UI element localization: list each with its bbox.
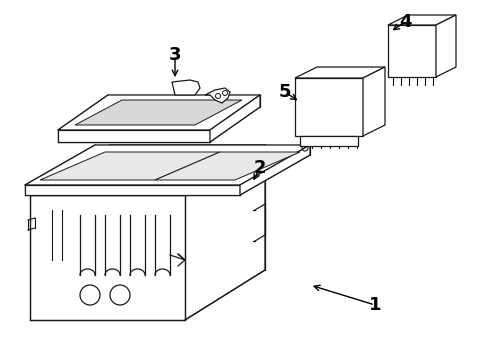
Polygon shape bbox=[295, 67, 385, 78]
Polygon shape bbox=[25, 185, 240, 195]
Polygon shape bbox=[295, 78, 363, 136]
Polygon shape bbox=[210, 95, 260, 142]
Text: 5: 5 bbox=[279, 83, 291, 101]
Polygon shape bbox=[25, 145, 310, 185]
Polygon shape bbox=[30, 195, 185, 320]
Polygon shape bbox=[240, 145, 310, 195]
Polygon shape bbox=[40, 152, 220, 180]
Polygon shape bbox=[30, 145, 265, 195]
Polygon shape bbox=[436, 15, 456, 77]
Polygon shape bbox=[172, 80, 200, 95]
Polygon shape bbox=[363, 67, 385, 136]
Polygon shape bbox=[58, 130, 210, 142]
Text: 3: 3 bbox=[169, 46, 181, 64]
Text: 2: 2 bbox=[254, 159, 266, 177]
Text: 4: 4 bbox=[399, 13, 411, 31]
Text: 1: 1 bbox=[369, 296, 381, 314]
Polygon shape bbox=[300, 136, 358, 146]
Polygon shape bbox=[75, 100, 242, 125]
Polygon shape bbox=[155, 152, 300, 180]
Polygon shape bbox=[58, 95, 260, 130]
Polygon shape bbox=[185, 145, 265, 320]
Polygon shape bbox=[388, 25, 436, 77]
Polygon shape bbox=[388, 15, 456, 25]
Polygon shape bbox=[205, 88, 230, 103]
